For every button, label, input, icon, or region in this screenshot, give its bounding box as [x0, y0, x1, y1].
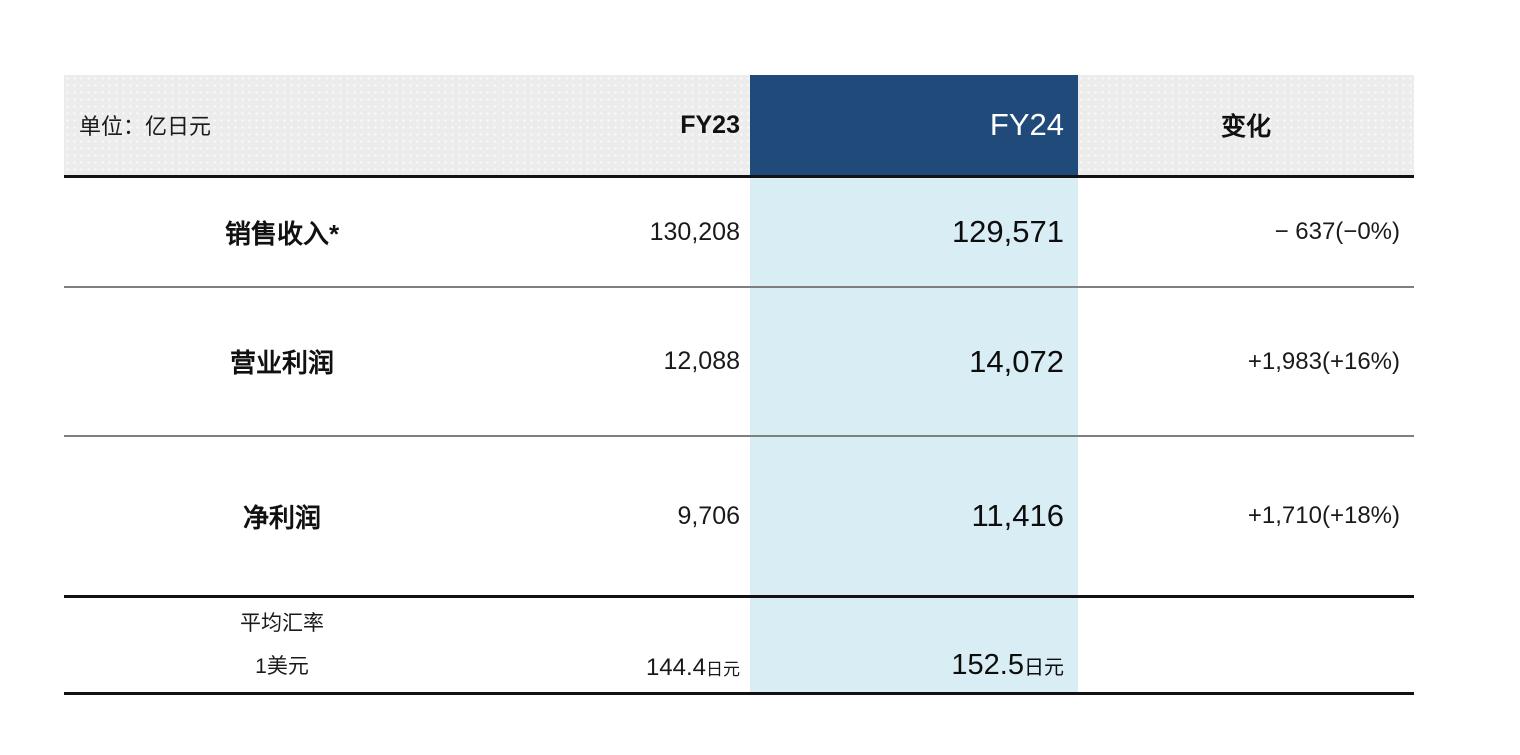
row-label-sales-revenue: 销售收入*	[224, 218, 340, 249]
row-label-net-profit: 净利润	[242, 502, 321, 533]
table-row-exchange-rate: 平均汇率 1美元 144.4 日元 152.5 日元	[64, 598, 1414, 695]
unit-label: 单位：亿日元	[64, 75, 500, 175]
sales-revenue-fy24: 129,571	[750, 178, 1078, 286]
table-row: 营业利润 12,088 14,072 +1,983(+16%)	[64, 288, 1414, 437]
operating-profit-fy24: 14,072	[750, 288, 1078, 435]
sales-revenue-fy23: 130,208	[649, 217, 740, 246]
exchange-rate-fy23-unit: 日元	[706, 660, 740, 679]
net-profit-change: +1,710(+18%)	[1247, 502, 1400, 529]
financial-results-table: 单位：亿日元 FY23 FY24 变化 销售收入* 130,208 129,57…	[64, 75, 1414, 695]
exchange-rate-fy23-value: 144.4	[645, 654, 706, 681]
net-profit-fy23: 9,706	[677, 501, 740, 530]
exchange-rate-change-empty	[1078, 598, 1414, 692]
table-row: 销售收入* 130,208 129,571 − 637(−0%)	[64, 178, 1414, 288]
exchange-rate-label-line1: 平均汇率	[240, 612, 324, 635]
exchange-rate-label-line2: 1美元	[255, 655, 309, 678]
column-header-change: 变化	[1078, 75, 1414, 175]
exchange-rate-fy24-value: 152.5	[951, 649, 1024, 681]
table-row: 净利润 9,706 11,416 +1,710(+18%)	[64, 437, 1414, 598]
column-header-fy23: FY23	[500, 75, 750, 175]
table-header-row: 单位：亿日元 FY23 FY24 变化	[64, 75, 1414, 178]
column-header-fy24: FY24	[750, 75, 1078, 175]
operating-profit-change: +1,983(+16%)	[1247, 347, 1400, 375]
row-label-average-exchange-rate: 平均汇率 1美元	[64, 598, 500, 692]
row-label-operating-profit: 营业利润	[229, 348, 334, 378]
exchange-rate-fy23: 144.4 日元	[500, 598, 750, 692]
sales-revenue-change: − 637(−0%)	[1274, 218, 1400, 245]
operating-profit-fy23: 12,088	[663, 347, 740, 375]
exchange-rate-fy24-unit: 日元	[1024, 657, 1064, 679]
exchange-rate-fy24: 152.5 日元	[750, 598, 1078, 692]
net-profit-fy24: 11,416	[750, 437, 1078, 595]
